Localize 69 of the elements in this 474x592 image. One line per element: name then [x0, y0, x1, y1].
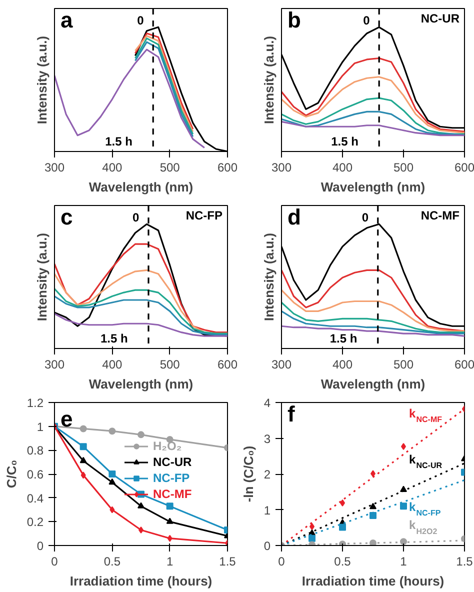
- annotation: 1.5 h: [105, 134, 132, 148]
- x-tick-label: 400: [102, 358, 123, 372]
- chart-title: b: [288, 8, 301, 32]
- x-tick-label: 500: [160, 358, 180, 372]
- y-tick-label: 3: [264, 432, 271, 446]
- x-tick-label: 1: [400, 554, 408, 568]
- y-tick-label: 0.6: [26, 468, 44, 482]
- y-axis-title: -ln (C/C₀): [240, 446, 256, 502]
- x-tick-label: 500: [160, 160, 180, 174]
- chart-title: d: [288, 204, 301, 230]
- annotation: 0: [132, 210, 140, 224]
- y-tick-label: 2: [264, 468, 271, 482]
- chart-subtitle: NC-FP: [186, 208, 223, 222]
- y-axis-title: Intensity (a.u.): [34, 232, 50, 322]
- annotation: 1.5 h: [331, 134, 358, 148]
- x-tick-label: 1: [166, 554, 174, 568]
- annotation: 0: [137, 14, 144, 28]
- y-tick-label: 4: [264, 396, 271, 410]
- annotation: 1.5 h: [330, 332, 358, 346]
- x-tick-label: 400: [102, 160, 123, 174]
- annotation: 1.5 h: [100, 332, 128, 346]
- legend-label: NC-UR: [153, 455, 192, 469]
- chart-subtitle: NC-MF: [420, 208, 460, 222]
- y-axis-title: Intensity (a.u.): [262, 36, 276, 124]
- x-tick-label: 600: [454, 358, 474, 372]
- x-axis-title: Irradiation time (hours): [70, 574, 212, 588]
- annotation: 0: [363, 14, 370, 28]
- x-tick-label: 0.5: [104, 554, 121, 568]
- legend-label: NC-MF: [153, 487, 192, 501]
- x-tick-label: 600: [217, 160, 238, 174]
- annotation: 0: [362, 210, 369, 224]
- chart-subtitle: NC-UR: [420, 12, 460, 26]
- chart-title: a: [60, 8, 74, 32]
- x-axis-title: Irradiation time (hours): [302, 574, 444, 588]
- x-tick-label: 300: [271, 358, 292, 372]
- x-tick-label: 0: [51, 554, 58, 568]
- x-tick-label: 600: [217, 358, 238, 372]
- y-tick-label: 0: [264, 539, 271, 553]
- y-axis-title: C/C₀: [4, 460, 19, 488]
- x-axis-title: Wavelength (nm): [88, 180, 194, 194]
- y-axis-title: Intensity (a.u.): [34, 36, 50, 124]
- x-tick-label: 500: [393, 160, 414, 174]
- x-tick-label: 1.5: [456, 554, 474, 568]
- y-tick-label: 1: [36, 420, 44, 434]
- x-tick-label: 500: [393, 358, 414, 372]
- y-axis-title: Intensity (a.u.): [262, 232, 276, 322]
- x-tick-label: 300: [44, 160, 65, 174]
- legend-label: H₂O₂: [153, 439, 182, 453]
- y-tick-label: 1: [264, 503, 271, 518]
- x-tick-label: 300: [44, 358, 65, 372]
- legend-label: NC-FP: [153, 471, 190, 485]
- x-tick-label: 400: [332, 160, 353, 174]
- x-tick-label: 0.5: [334, 554, 352, 568]
- y-tick-label: 1.2: [26, 396, 44, 410]
- x-tick-label: 1.5: [219, 554, 236, 568]
- y-tick-label: 0.2: [26, 515, 44, 530]
- x-axis-title: Wavelength (nm): [320, 376, 426, 392]
- x-tick-label: 0: [278, 554, 286, 568]
- x-tick-label: 400: [332, 358, 353, 372]
- x-axis-title: Wavelength (nm): [88, 376, 194, 392]
- chart-title: c: [60, 204, 73, 230]
- y-tick-label: 0.8: [26, 444, 44, 458]
- x-axis-title: Wavelength (nm): [320, 180, 426, 194]
- chart-title: e: [60, 406, 73, 432]
- y-tick-label: 0: [36, 539, 44, 553]
- x-tick-label: 600: [454, 160, 474, 174]
- chart-title: f: [288, 402, 296, 426]
- x-tick-label: 300: [271, 160, 292, 174]
- y-tick-label: 0.4: [26, 491, 44, 506]
